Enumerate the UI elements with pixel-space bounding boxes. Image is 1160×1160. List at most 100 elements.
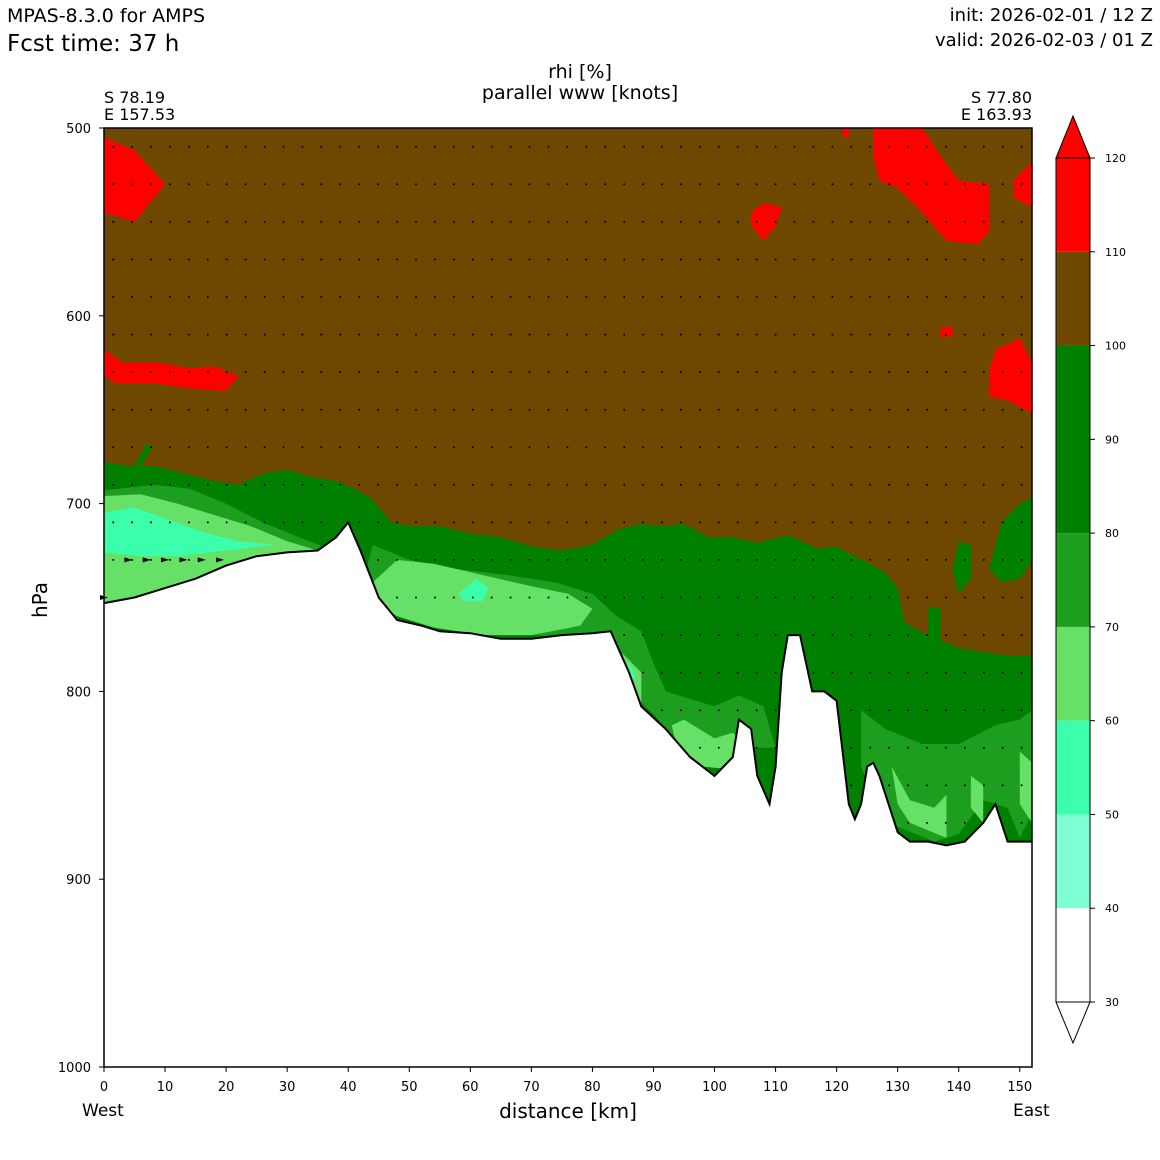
wind-vector xyxy=(396,220,399,223)
wind-vector xyxy=(793,446,796,449)
x-tick-label: 30 xyxy=(279,1080,296,1095)
wind-vector xyxy=(206,220,209,223)
wind-vector xyxy=(320,446,323,449)
wind-vector xyxy=(698,558,701,561)
wind-vector xyxy=(926,709,928,712)
wind-vector xyxy=(150,408,152,411)
wind-vector xyxy=(888,296,891,298)
wind-vector xyxy=(679,671,682,674)
wind-vector xyxy=(585,558,588,561)
wind-vector xyxy=(339,371,342,374)
wind-vector xyxy=(888,634,891,637)
wind-vector xyxy=(982,296,985,298)
wind-vector xyxy=(1020,634,1023,637)
wind-vector xyxy=(1001,558,1004,561)
wind-vector xyxy=(698,296,701,298)
x-tick-label: 10 xyxy=(157,1080,174,1095)
wind-vector xyxy=(623,183,626,186)
rhi-field-110-120 xyxy=(842,128,849,138)
colorbar-tick-label: 80 xyxy=(1105,527,1119,540)
wind-vector xyxy=(150,333,152,336)
wind-vector xyxy=(661,183,663,186)
wind-vector xyxy=(396,371,399,374)
wind-vector xyxy=(339,296,342,298)
colorbar-segment xyxy=(1056,908,1090,1002)
colorbar-tick-label: 110 xyxy=(1105,246,1126,259)
wind-vector xyxy=(150,145,152,148)
wind-vector xyxy=(812,145,815,148)
wind-vector xyxy=(1020,183,1023,186)
wind-vector xyxy=(793,596,796,599)
wind-vector xyxy=(944,483,947,486)
wind-vector xyxy=(869,671,872,674)
x-tick-label: 0 xyxy=(100,1080,108,1095)
x-tick-label: 150 xyxy=(1007,1080,1032,1095)
wind-vector xyxy=(320,483,323,486)
wind-vector xyxy=(566,558,569,561)
wind-vector xyxy=(623,258,626,261)
wind-vector xyxy=(320,521,323,524)
wind-vector xyxy=(963,746,966,749)
wind-vector xyxy=(926,220,928,223)
colorbar-tick-label: 30 xyxy=(1105,996,1119,1009)
wind-vector xyxy=(812,408,815,411)
y-tick-label: 1000 xyxy=(58,1061,91,1076)
wind-vector xyxy=(774,634,777,637)
wind-vector xyxy=(112,521,115,524)
wind-vector xyxy=(244,521,247,524)
wind-vector xyxy=(944,521,947,524)
wind-vector xyxy=(642,220,645,223)
wind-vector xyxy=(509,371,512,374)
wind-vector xyxy=(415,521,417,524)
wind-vector xyxy=(547,483,550,486)
x-tick-label: 60 xyxy=(462,1080,479,1095)
wind-vector xyxy=(679,220,682,223)
wind-vector xyxy=(869,296,872,298)
wind-vector xyxy=(698,333,701,336)
wind-vector xyxy=(907,183,910,186)
rhi-field-80-100 xyxy=(952,541,971,594)
wind-vector xyxy=(415,371,417,374)
wind-vector xyxy=(963,258,966,261)
wind-vector xyxy=(263,220,266,223)
wind-vector xyxy=(112,446,115,449)
wind-vector xyxy=(566,596,569,599)
wind-vector xyxy=(774,746,777,749)
wind-vector xyxy=(661,671,663,674)
wind-vector xyxy=(642,183,645,186)
wind-vector xyxy=(528,371,531,374)
wind-vector xyxy=(452,296,455,298)
wind-vector xyxy=(433,183,436,186)
wind-vector xyxy=(907,371,910,374)
wind-vector xyxy=(850,220,853,223)
wind-vector xyxy=(698,183,701,186)
wind-vector xyxy=(263,446,266,449)
wind-vector xyxy=(131,371,134,374)
wind-vector xyxy=(471,408,474,411)
wind-vector xyxy=(1020,371,1023,374)
wind-vector xyxy=(263,333,266,336)
wind-vector xyxy=(717,408,720,411)
wind-vector xyxy=(471,596,474,599)
wind-vector xyxy=(944,220,947,223)
wind-vector xyxy=(869,446,872,449)
wind-vector xyxy=(604,596,607,599)
wind-vector xyxy=(736,296,739,298)
wind-vector xyxy=(926,821,928,824)
wind-vector xyxy=(963,521,966,524)
wind-vector xyxy=(717,183,720,186)
wind-vector xyxy=(396,446,399,449)
rhi-field-80-100 xyxy=(104,462,1032,846)
wind-vector xyxy=(661,145,663,148)
wind-vector xyxy=(490,183,493,186)
wind-vector xyxy=(869,558,872,561)
wind-vector xyxy=(831,220,834,223)
wind-vector xyxy=(679,408,682,411)
wind-vector xyxy=(774,296,777,298)
wind-vector xyxy=(963,709,966,712)
wind-vector xyxy=(982,483,985,486)
wind-vector xyxy=(963,446,966,449)
rhi-field-50-60 xyxy=(458,578,489,602)
wind-vector xyxy=(717,596,720,599)
wind-vector xyxy=(566,145,569,148)
